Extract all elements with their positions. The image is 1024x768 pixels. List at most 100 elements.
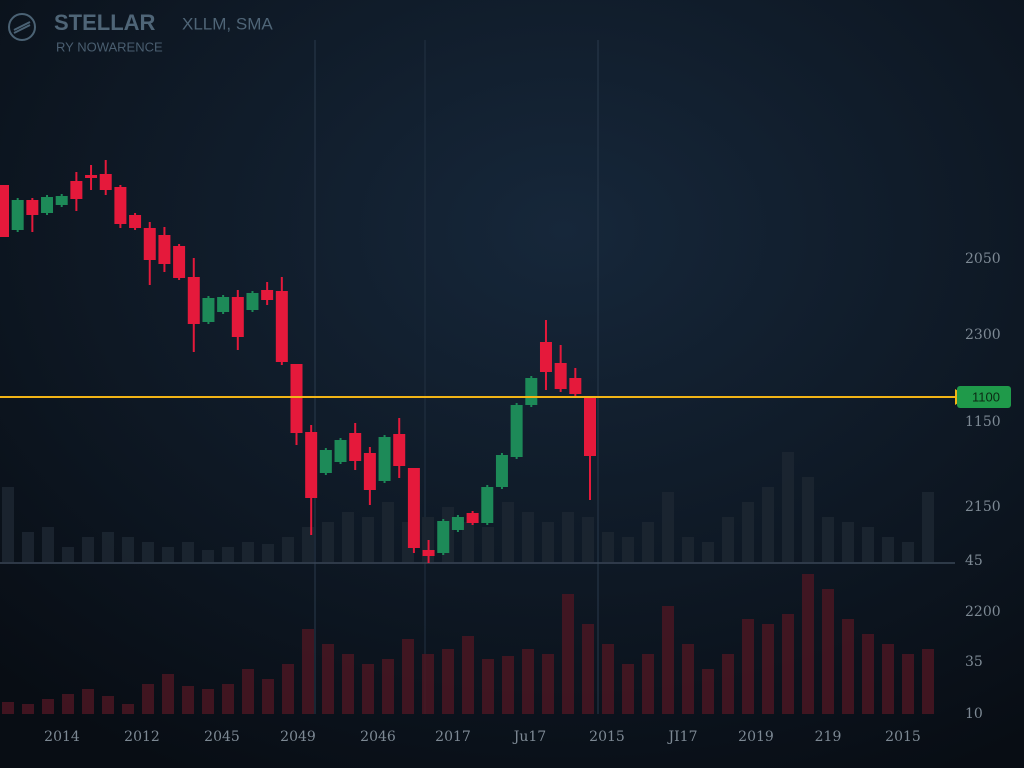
x-label: 2014 [44, 729, 80, 745]
volume-bar [622, 664, 634, 714]
volume-bar [362, 517, 374, 562]
axis-label: 35 [965, 654, 983, 670]
volume-bar [802, 477, 814, 562]
x-label: 2049 [280, 729, 316, 745]
candle-body [290, 364, 303, 433]
volume-bar [882, 537, 894, 562]
volume-bar [422, 654, 434, 714]
candle-body [129, 215, 142, 228]
x-label: 2045 [204, 729, 240, 745]
candle-body [246, 293, 259, 310]
candle-body [554, 363, 567, 389]
volume-bar [202, 689, 214, 714]
volume-bar [682, 537, 694, 562]
volume-bar [542, 654, 554, 714]
volume-bar [242, 669, 254, 714]
volume-bar [902, 542, 914, 562]
candle-body [378, 437, 391, 481]
axis-label: 2150 [965, 499, 1001, 515]
volume-bar [662, 492, 674, 562]
candle-body [114, 187, 127, 224]
candle-body [495, 455, 508, 487]
candle-body [305, 432, 318, 498]
volume-bar [542, 522, 554, 562]
candle-body [158, 235, 171, 264]
price-tag-box [957, 386, 1011, 408]
title: STELLAR [54, 10, 156, 35]
candle-body [539, 342, 552, 372]
volume-bar [722, 517, 734, 562]
candle-body [11, 200, 24, 230]
volume-bar [382, 502, 394, 562]
volume-bar [502, 656, 514, 714]
volume-bar [562, 594, 574, 714]
volume-bar [742, 619, 754, 714]
candle-body [173, 246, 186, 278]
candle-body [481, 487, 494, 523]
x-label: 219 [815, 729, 842, 745]
volume-bar [862, 634, 874, 714]
volume-bar [182, 542, 194, 562]
candle-body [349, 433, 362, 461]
volume-bar [62, 547, 74, 562]
volume-bar [242, 542, 254, 562]
volume-bar [882, 644, 894, 714]
axis-label: 45 [965, 553, 983, 569]
candle-body [70, 181, 83, 199]
axis-label: 2300 [965, 327, 1001, 343]
volume-bar [362, 664, 374, 714]
volume-bar [442, 649, 454, 714]
candle-body [26, 200, 39, 215]
candle-body [143, 228, 156, 260]
volume-bar [522, 649, 534, 714]
candle-body [422, 550, 435, 556]
candle-layer [0, 160, 596, 563]
volume-bar [402, 639, 414, 714]
volume-bar [782, 452, 794, 562]
candle-body [202, 298, 215, 322]
volume-bar [222, 684, 234, 714]
volume-bar [42, 699, 54, 714]
volume-bar [182, 686, 194, 714]
volume-bar [102, 532, 114, 562]
volume-bar [642, 522, 654, 562]
volume-bar [82, 689, 94, 714]
volume-bar [482, 527, 494, 562]
candle-body [525, 378, 538, 405]
volume-bar [82, 537, 94, 562]
candle-body [363, 453, 376, 490]
volume-bar [822, 589, 834, 714]
candle-body [187, 277, 200, 324]
candle-body [41, 197, 54, 213]
volume-bar [502, 502, 514, 562]
candle-body [437, 521, 450, 553]
candle-body [0, 185, 9, 237]
candle-body [407, 468, 420, 548]
volume-bar [822, 517, 834, 562]
candle-body [85, 175, 98, 178]
candle-body [55, 196, 68, 205]
x-label: 2015 [589, 729, 625, 745]
x-label: 2012 [124, 729, 160, 745]
axis-label: 1150 [965, 414, 1001, 430]
volume-bar [222, 547, 234, 562]
axis-label: 2200 [965, 604, 1001, 620]
candle-body [334, 440, 347, 462]
x-label: 2015 [885, 729, 921, 745]
candle-body [466, 513, 479, 523]
volume-bar [342, 512, 354, 562]
volume-bar [462, 522, 474, 562]
volume-bar [582, 624, 594, 714]
candle-body [510, 405, 523, 457]
volume-bar [462, 636, 474, 714]
volume-bar [322, 522, 334, 562]
volume-bar [902, 654, 914, 714]
volume-layer [2, 452, 934, 714]
candle-body [584, 397, 596, 456]
candle-body [275, 291, 288, 362]
volume-bar [922, 492, 934, 562]
volume-bar [742, 502, 754, 562]
volume-bar [162, 547, 174, 562]
